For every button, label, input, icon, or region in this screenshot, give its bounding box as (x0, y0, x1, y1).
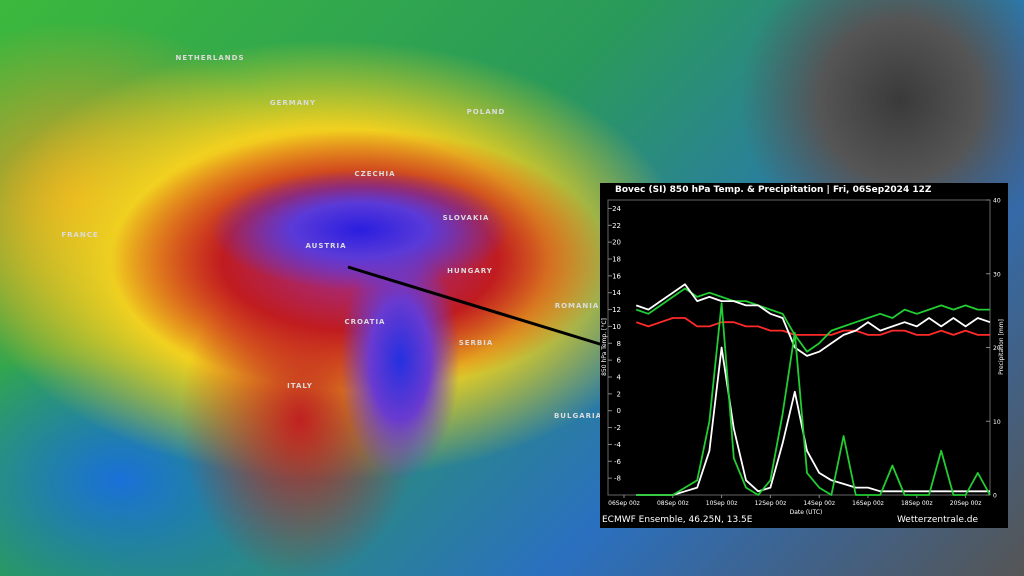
country-label: SLOVAKIA (443, 214, 490, 222)
y2-tick-label: 10 (993, 419, 1001, 426)
chart-title: Bovec (SI) 850 hPa Temp. & Precipitation… (615, 185, 932, 195)
y-tick-label: 22 (612, 222, 621, 230)
y-tick-label: 24 (612, 205, 621, 213)
country-label: CZECHIA (354, 170, 395, 178)
source: ECMWF Ensemble, 46.25N, 13.5E (602, 515, 753, 525)
y-axis-label: 850 hPa Temp. [°C] (601, 318, 608, 376)
country-label: SERBIA (459, 339, 494, 347)
series-line (636, 346, 990, 496)
y-tick-label: 16 (612, 272, 621, 280)
y-tick-label: 2 (617, 390, 621, 398)
credit: Wetterzentrale.de (897, 515, 979, 525)
pointer-line (347, 265, 604, 347)
y-tick-label: 0 (617, 407, 621, 415)
meteogram: Bovec (SI) 850 hPa Temp. & Precipitation… (600, 183, 1008, 528)
y-tick-label: 4 (617, 374, 622, 382)
country-label: FRANCE (61, 231, 98, 239)
country-label: ITALY (287, 382, 313, 390)
country-label: GERMANY (270, 99, 316, 107)
x-tick-label: 10Sep 00z (706, 500, 738, 507)
country-label: HUNGARY (447, 267, 493, 275)
country-label: POLAND (467, 108, 506, 116)
y2-tick-label: 20 (993, 345, 1001, 352)
x-tick-label: 12Sep 00z (755, 500, 787, 507)
y2-tick-label: 30 (993, 271, 1001, 278)
y-tick-label: 14 (612, 289, 621, 297)
x-axis-label: Date (UTC) (790, 509, 823, 516)
y-tick-label: 8 (617, 340, 621, 348)
y2-axis-label: Precipitation [mm] (998, 319, 1005, 375)
meteogram-background (600, 183, 1008, 528)
y-tick-label: 6 (617, 357, 622, 365)
y2-tick-label: 40 (993, 198, 1001, 205)
country-label: BULGARIA (554, 412, 602, 420)
country-label: NETHERLANDS (175, 54, 244, 62)
series-line (635, 317, 990, 336)
y-tick-label: -8 (614, 475, 621, 483)
x-tick-label: 16Sep 00z (852, 500, 884, 507)
y-tick-label: -2 (614, 424, 621, 432)
x-tick-label: 20Sep 00z (950, 500, 982, 507)
y2-tick-label: 0 (993, 493, 997, 500)
y-tick-label: 20 (612, 239, 621, 247)
series-line (635, 287, 990, 353)
y-tick-label: 18 (612, 256, 621, 264)
x-tick-label: 06Sep 00z (608, 500, 640, 507)
y-tick-label: 10 (612, 323, 621, 331)
series-line (635, 283, 991, 357)
x-tick-label: 14Sep 00z (803, 500, 835, 507)
series-line (636, 302, 991, 496)
x-tick-label: 18Sep 00z (901, 500, 933, 507)
x-tick-label: 08Sep 00z (657, 500, 689, 507)
y-tick-label: -4 (614, 441, 622, 449)
country-label: ROMANIA (555, 302, 600, 310)
country-label: AUSTRIA (305, 242, 346, 250)
y-tick-label: -6 (614, 458, 622, 466)
y-tick-label: 12 (612, 306, 621, 314)
country-label: CROATIA (345, 318, 386, 326)
